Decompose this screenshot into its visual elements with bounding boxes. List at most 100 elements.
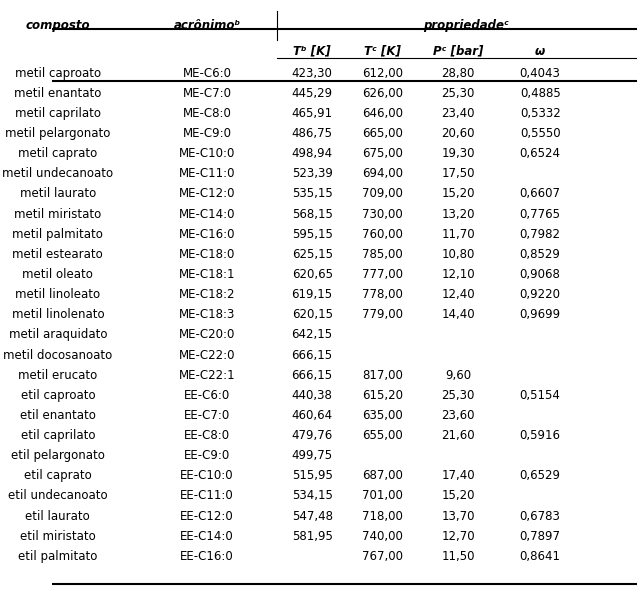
Text: 535,15: 535,15 bbox=[292, 188, 332, 200]
Text: ME-C20:0: ME-C20:0 bbox=[179, 329, 235, 341]
Text: 23,40: 23,40 bbox=[441, 107, 475, 120]
Text: 620,15: 620,15 bbox=[292, 308, 332, 321]
Text: EE-C8:0: EE-C8:0 bbox=[184, 429, 230, 442]
Text: ME-C22:0: ME-C22:0 bbox=[179, 349, 235, 362]
Text: 13,70: 13,70 bbox=[441, 509, 475, 523]
Text: EE-C16:0: EE-C16:0 bbox=[180, 550, 234, 563]
Text: Pᶜ [bar]: Pᶜ [bar] bbox=[433, 45, 484, 58]
Text: 778,00: 778,00 bbox=[362, 288, 403, 301]
Text: 0,5154: 0,5154 bbox=[520, 389, 561, 402]
Text: metil erucato: metil erucato bbox=[19, 368, 98, 382]
Text: ME-C7:0: ME-C7:0 bbox=[182, 86, 232, 100]
Text: 709,00: 709,00 bbox=[362, 188, 403, 200]
Text: ME-C6:0: ME-C6:0 bbox=[182, 67, 232, 80]
Text: etil miristato: etil miristato bbox=[20, 530, 96, 543]
Text: 23,60: 23,60 bbox=[441, 409, 475, 422]
Text: 440,38: 440,38 bbox=[292, 389, 332, 402]
Text: 779,00: 779,00 bbox=[362, 308, 403, 321]
Text: EE-C11:0: EE-C11:0 bbox=[180, 489, 234, 503]
Text: 626,00: 626,00 bbox=[362, 86, 403, 100]
Text: 25,30: 25,30 bbox=[441, 86, 475, 100]
Text: 785,00: 785,00 bbox=[362, 248, 403, 261]
Text: 615,20: 615,20 bbox=[362, 389, 403, 402]
Text: 0,7897: 0,7897 bbox=[520, 530, 561, 543]
Text: 547,48: 547,48 bbox=[292, 509, 332, 523]
Text: 595,15: 595,15 bbox=[292, 227, 332, 241]
Text: metil docosanoato: metil docosanoato bbox=[3, 349, 112, 362]
Text: etil undecanoato: etil undecanoato bbox=[8, 489, 108, 503]
Text: 666,15: 666,15 bbox=[292, 368, 333, 382]
Text: ME-C18:1: ME-C18:1 bbox=[179, 268, 235, 281]
Text: 17,50: 17,50 bbox=[441, 167, 475, 180]
Text: 620,65: 620,65 bbox=[292, 268, 332, 281]
Text: etil caprilato: etil caprilato bbox=[20, 429, 95, 442]
Text: metil palmitato: metil palmitato bbox=[12, 227, 103, 241]
Text: ME-C12:0: ME-C12:0 bbox=[179, 188, 235, 200]
Text: 646,00: 646,00 bbox=[362, 107, 403, 120]
Text: 687,00: 687,00 bbox=[362, 470, 403, 482]
Text: 15,20: 15,20 bbox=[441, 489, 475, 503]
Text: 479,76: 479,76 bbox=[292, 429, 333, 442]
Text: metil oleato: metil oleato bbox=[22, 268, 93, 281]
Text: 0,8641: 0,8641 bbox=[520, 550, 561, 563]
Text: metil caprilato: metil caprilato bbox=[15, 107, 101, 120]
Text: ME-C22:1: ME-C22:1 bbox=[179, 368, 235, 382]
Text: ME-C18:0: ME-C18:0 bbox=[179, 248, 235, 261]
Text: metil laurato: metil laurato bbox=[20, 188, 96, 200]
Text: acrônimoᵇ: acrônimoᵇ bbox=[174, 18, 241, 32]
Text: metil pelargonato: metil pelargonato bbox=[5, 127, 110, 140]
Text: metil araquidato: metil araquidato bbox=[8, 329, 107, 341]
Text: 760,00: 760,00 bbox=[362, 227, 403, 241]
Text: 0,6524: 0,6524 bbox=[520, 147, 561, 160]
Text: 17,40: 17,40 bbox=[441, 470, 475, 482]
Text: 665,00: 665,00 bbox=[362, 127, 403, 140]
Text: 498,94: 498,94 bbox=[292, 147, 333, 160]
Text: 817,00: 817,00 bbox=[362, 368, 403, 382]
Text: 0,6529: 0,6529 bbox=[520, 470, 561, 482]
Text: metil linolenato: metil linolenato bbox=[11, 308, 104, 321]
Text: 523,39: 523,39 bbox=[292, 167, 332, 180]
Text: metil miristato: metil miristato bbox=[14, 208, 101, 221]
Text: 0,5550: 0,5550 bbox=[520, 127, 560, 140]
Text: 0,6607: 0,6607 bbox=[520, 188, 561, 200]
Text: metil caprato: metil caprato bbox=[19, 147, 98, 160]
Text: Tᵇ [K]: Tᵇ [K] bbox=[293, 45, 331, 58]
Text: 0,9699: 0,9699 bbox=[519, 308, 561, 321]
Text: 534,15: 534,15 bbox=[292, 489, 332, 503]
Text: etil enantato: etil enantato bbox=[20, 409, 96, 422]
Text: 0,4885: 0,4885 bbox=[520, 86, 561, 100]
Text: etil laurato: etil laurato bbox=[26, 509, 90, 523]
Text: 767,00: 767,00 bbox=[362, 550, 403, 563]
Text: ω: ω bbox=[535, 45, 545, 58]
Text: 12,70: 12,70 bbox=[441, 530, 475, 543]
Text: EE-C12:0: EE-C12:0 bbox=[180, 509, 234, 523]
Text: EE-C6:0: EE-C6:0 bbox=[184, 389, 230, 402]
Text: 0,8529: 0,8529 bbox=[520, 248, 561, 261]
Text: 445,29: 445,29 bbox=[292, 86, 333, 100]
Text: metil linoleato: metil linoleato bbox=[15, 288, 100, 301]
Text: 694,00: 694,00 bbox=[362, 167, 403, 180]
Text: 0,7765: 0,7765 bbox=[520, 208, 561, 221]
Text: metil caproato: metil caproato bbox=[15, 67, 101, 80]
Text: 515,95: 515,95 bbox=[292, 470, 332, 482]
Text: etil palmitato: etil palmitato bbox=[18, 550, 98, 563]
Text: 625,15: 625,15 bbox=[292, 248, 332, 261]
Text: 581,95: 581,95 bbox=[292, 530, 332, 543]
Text: 701,00: 701,00 bbox=[362, 489, 403, 503]
Text: ME-C14:0: ME-C14:0 bbox=[179, 208, 235, 221]
Text: propriedadeᶜ: propriedadeᶜ bbox=[423, 18, 508, 32]
Text: 0,5916: 0,5916 bbox=[520, 429, 561, 442]
Text: 11,70: 11,70 bbox=[441, 227, 475, 241]
Text: 0,9220: 0,9220 bbox=[520, 288, 561, 301]
Text: 423,30: 423,30 bbox=[292, 67, 332, 80]
Text: 12,10: 12,10 bbox=[441, 268, 475, 281]
Text: 12,40: 12,40 bbox=[441, 288, 475, 301]
Text: ME-C11:0: ME-C11:0 bbox=[179, 167, 235, 180]
Text: 568,15: 568,15 bbox=[292, 208, 332, 221]
Text: 619,15: 619,15 bbox=[292, 288, 333, 301]
Text: 0,5332: 0,5332 bbox=[520, 107, 561, 120]
Text: 499,75: 499,75 bbox=[292, 449, 333, 462]
Text: 13,20: 13,20 bbox=[441, 208, 475, 221]
Text: ME-C18:3: ME-C18:3 bbox=[179, 308, 235, 321]
Text: 15,20: 15,20 bbox=[441, 188, 475, 200]
